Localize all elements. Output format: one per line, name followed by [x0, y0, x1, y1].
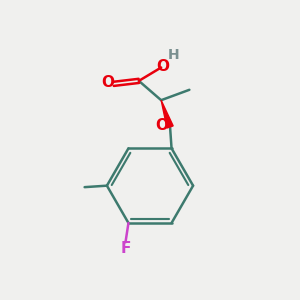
Text: O: O: [101, 75, 114, 90]
Text: O: O: [155, 118, 168, 133]
Text: F: F: [120, 241, 131, 256]
Polygon shape: [161, 100, 173, 128]
Text: O: O: [156, 58, 169, 74]
Text: H: H: [168, 48, 179, 62]
